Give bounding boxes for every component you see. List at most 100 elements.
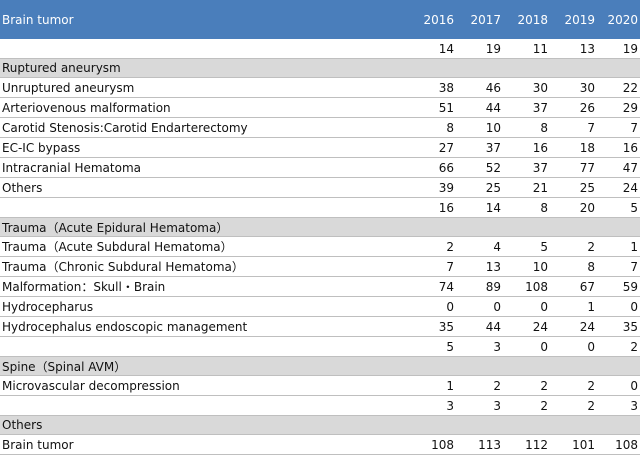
cell-2018: 0: [540, 339, 548, 354]
cell-2016: 38: [438, 80, 454, 95]
table-row: 3 3 2 2 3: [0, 396, 640, 416]
cell-2017: 13: [485, 259, 501, 274]
cell-2018: 37: [532, 100, 548, 115]
header-year-2018: 2018: [517, 12, 548, 27]
table-row: Trauma（Chronic Subdural Hematoma） 7 13 1…: [0, 257, 640, 277]
cell-2020: 2: [630, 339, 638, 354]
cell-2020: 19: [622, 41, 638, 56]
cell-2016: 1: [446, 378, 454, 393]
header-title: Brain tumor: [2, 12, 74, 27]
cell-2016: 35: [438, 319, 454, 334]
cell-2016: 39: [438, 180, 454, 195]
cell-2020: 59: [622, 279, 638, 294]
table-row: 14 19 11 13 19: [0, 39, 640, 59]
cell-2016: 5: [446, 339, 454, 354]
row-label: Trauma（Acute Subdural Hematoma）: [2, 240, 233, 254]
row-label: Hydrocephalus endoscopic management: [2, 319, 248, 334]
cell-2016: 14: [438, 41, 454, 56]
cell-2018: 108: [525, 279, 548, 294]
cell-2017: 113: [478, 437, 501, 452]
section-row: Trauma（Acute Epidural Hematoma）: [0, 218, 640, 237]
cell-2017: 0: [493, 299, 501, 314]
cell-2017: 89: [485, 279, 501, 294]
cell-2019: 77: [579, 160, 595, 175]
cell-2016: 66: [438, 160, 454, 175]
cell-2017: 4: [493, 239, 501, 254]
cell-2019: 7: [587, 120, 595, 135]
cell-2018: 2: [540, 398, 548, 413]
cell-2020: 22: [622, 80, 638, 95]
cell-2020: 7: [630, 120, 638, 135]
cell-2018: 8: [540, 200, 548, 215]
table-row: 16 14 8 20 5: [0, 198, 640, 218]
cell-2020: 5: [630, 200, 638, 215]
section-label: Spine（Spinal AVM）: [2, 359, 127, 374]
table-row: Brain tumor 108 113 112 101 108: [0, 435, 640, 455]
cell-2017: 44: [485, 100, 501, 115]
row-label: EC-IC bypass: [2, 140, 81, 155]
cell-2016: 7: [446, 259, 454, 274]
cell-2018: 16: [532, 140, 548, 155]
cell-2020: 24: [622, 180, 638, 195]
cell-2018: 8: [540, 120, 548, 135]
cell-2019: 1: [587, 299, 595, 314]
cell-2019: 26: [579, 100, 595, 115]
cell-2017: 19: [485, 41, 501, 56]
table-row: Trauma（Acute Subdural Hematoma） 2 4 5 2 …: [0, 237, 640, 257]
cell-2020: 0: [630, 299, 638, 314]
cell-2020: 108: [615, 437, 638, 452]
header-year-2019: 2019: [564, 12, 595, 27]
table-header-row: Brain tumor 2016 2017 2018 2019 2020: [0, 0, 640, 39]
cell-2016: 0: [446, 299, 454, 314]
row-label: Others: [2, 180, 43, 195]
row-label: Malformation：Skull・Brain: [2, 280, 166, 294]
table-row: EC-IC bypass 27 37 16 18 16: [0, 138, 640, 158]
cell-2018: 21: [532, 180, 548, 195]
section-row: Ruptured aneurysm: [0, 59, 640, 78]
table-row: Intracranial Hematoma 66 52 37 77 47: [0, 158, 640, 178]
cell-2018: 24: [532, 319, 548, 334]
cell-2016: 2: [446, 239, 454, 254]
row-label: Hydrocepharus: [2, 299, 94, 314]
cell-2019: 2: [587, 239, 595, 254]
row-label: Unruptured aneurysm: [2, 80, 135, 95]
section-label: Ruptured aneurysm: [2, 61, 121, 75]
cell-2016: 16: [438, 200, 454, 215]
row-label: Intracranial Hematoma: [2, 160, 142, 175]
table-row: Carotid Stenosis:Carotid Endarterectomy …: [0, 118, 640, 138]
section-row: Others: [0, 416, 640, 435]
row-label: Arteriovenous malformation: [2, 100, 171, 115]
cell-2016: 108: [431, 437, 454, 452]
header-year-2016: 2016: [423, 12, 454, 27]
section-row: Spine（Spinal AVM）: [0, 357, 640, 376]
cell-2020: 35: [622, 319, 638, 334]
cell-2019: 20: [579, 200, 595, 215]
cell-2016: 8: [446, 120, 454, 135]
cell-2018: 2: [540, 378, 548, 393]
cell-2020: 7: [630, 259, 638, 274]
cell-2017: 44: [485, 319, 501, 334]
cell-2018: 10: [532, 259, 548, 274]
cell-2019: 24: [579, 319, 595, 334]
cell-2018: 5: [540, 239, 548, 254]
cell-2017: 25: [485, 180, 501, 195]
table-row: 5 3 0 0 2: [0, 337, 640, 357]
table-row: Microvascular decompression 1 2 2 2 0: [0, 376, 640, 396]
cell-2020: 1: [630, 239, 638, 254]
row-label: Trauma（Chronic Subdural Hematoma）: [2, 260, 244, 274]
cell-2016: 3: [446, 398, 454, 413]
cell-2019: 30: [579, 80, 595, 95]
cell-2017: 3: [493, 398, 501, 413]
cell-2016: 27: [438, 140, 454, 155]
cell-2017: 37: [485, 140, 501, 155]
cell-2019: 2: [587, 378, 595, 393]
section-label: Trauma（Acute Epidural Hematoma）: [2, 220, 229, 235]
cell-2017: 10: [485, 120, 501, 135]
cell-2019: 0: [587, 339, 595, 354]
row-label: Brain tumor: [2, 437, 74, 452]
cell-2018: 0: [540, 299, 548, 314]
cell-2017: 3: [493, 339, 501, 354]
cell-2018: 30: [532, 80, 548, 95]
cell-2020: 0: [630, 378, 638, 393]
